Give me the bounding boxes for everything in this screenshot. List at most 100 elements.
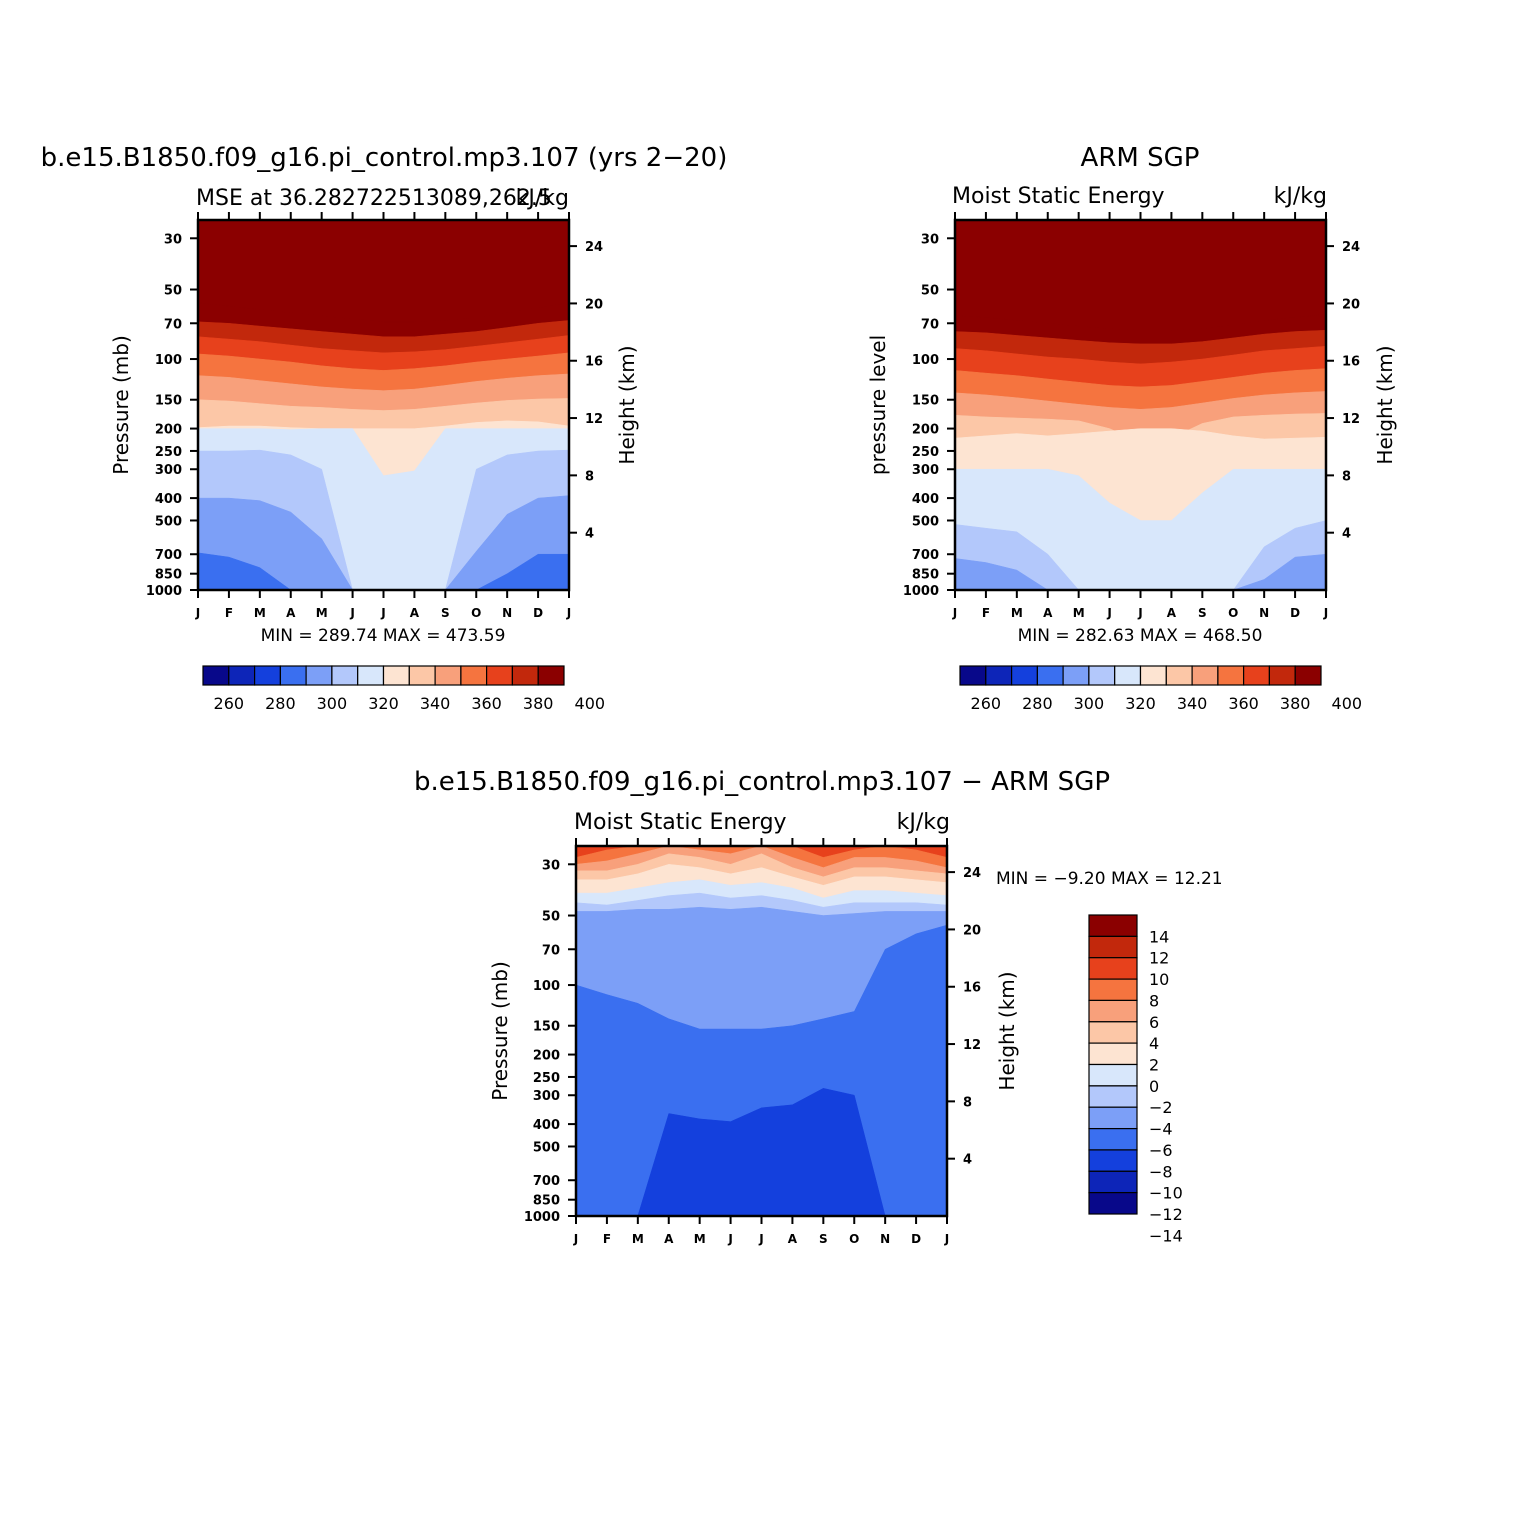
colorbar-swatch	[1242, 665, 1270, 686]
panel-diff-units: kJ/kg	[897, 810, 950, 835]
colorbar-label: 360	[471, 694, 502, 713]
x-tick-label: M	[1073, 606, 1085, 620]
panel-obs-ylabel-left: pressure level	[866, 335, 890, 475]
height-tick-label: 24	[963, 866, 981, 881]
colorbar-label: 4	[1149, 1034, 1159, 1053]
colorbar-label: 340	[1177, 694, 1208, 713]
colorbar-swatch	[1088, 1170, 1138, 1194]
x-tick-label: D	[1290, 606, 1300, 620]
colorbar-label: 10	[1149, 970, 1169, 989]
x-tick-label: A	[410, 606, 420, 620]
colorbar-swatch	[331, 665, 359, 686]
y-tick-label: 700	[533, 1174, 560, 1189]
colorbar-swatch	[1139, 665, 1167, 686]
colorbar-label: 280	[1022, 694, 1053, 713]
colorbar-swatch	[1088, 1127, 1138, 1151]
y-tick-label: 850	[533, 1194, 560, 1209]
colorbar-swatch	[1088, 1191, 1138, 1215]
colorbar-label: 380	[523, 694, 554, 713]
y-tick-label: 50	[164, 284, 182, 299]
x-tick-label: J	[727, 1232, 732, 1246]
x-tick-label: A	[1043, 606, 1053, 620]
colorbar-swatch	[228, 665, 256, 686]
y-tick-label: 400	[155, 492, 182, 507]
y-tick-label: 200	[533, 1049, 560, 1064]
height-tick-label: 8	[1342, 469, 1351, 484]
x-tick-label: J	[349, 606, 354, 620]
x-tick-label: F	[603, 1232, 611, 1246]
colorbar-swatch	[537, 665, 565, 686]
colorbar-swatch	[486, 665, 514, 686]
panel-diff-ylabel-right: Height (km)	[995, 971, 1019, 1090]
contour-band	[198, 552, 569, 590]
colorbar-swatch	[1088, 935, 1138, 959]
y-tick-label: 100	[912, 353, 939, 368]
colorbar-swatch	[985, 665, 1013, 686]
x-tick-label: D	[533, 606, 543, 620]
height-tick-label: 4	[585, 527, 594, 542]
height-tick-label: 12	[1342, 412, 1360, 427]
height-tick-label: 24	[1342, 240, 1360, 255]
x-tick-label: J	[1323, 606, 1328, 620]
colorbar-label: 2	[1149, 1056, 1159, 1075]
y-tick-label: 200	[155, 423, 182, 438]
panel-diff-minmax: MIN = −9.20 MAX = 12.21	[996, 869, 1223, 889]
x-tick-label: M	[316, 606, 328, 620]
colorbar-swatch	[460, 665, 488, 686]
panel-diff: b.e15.B1850.f09_g16.pi_control.mp3.107 −…	[414, 767, 1223, 1246]
height-tick-label: 4	[1342, 527, 1351, 542]
colorbar-swatch	[1294, 665, 1322, 686]
x-tick-label: N	[502, 606, 512, 620]
x-tick-label: D	[911, 1232, 921, 1246]
colorbar-swatch	[1088, 1021, 1138, 1044]
panel-obs-title: ARM SGP	[1081, 143, 1200, 173]
colorbar-label: 300	[1074, 694, 1105, 713]
height-tick-label: 8	[963, 1095, 972, 1110]
panel-obs-colorbar: 260 280 300 320 340 360 380 400	[959, 665, 1362, 713]
height-tick-label: 20	[585, 297, 603, 312]
panel-obs-subtitle: Moist Static Energy	[952, 184, 1165, 209]
colorbar-swatch	[434, 665, 462, 686]
x-tick-label: F	[225, 606, 233, 620]
colorbar-swatch	[202, 665, 230, 686]
colorbar-label: 360	[1228, 694, 1259, 713]
panel-model-ylabel-left: Pressure (mb)	[109, 335, 133, 475]
colorbar-swatch	[1088, 914, 1138, 937]
colorbar-label: 280	[265, 694, 296, 713]
colorbar-swatch	[511, 665, 539, 686]
colorbar-swatch	[1062, 665, 1090, 686]
colorbar-label: 320	[1125, 694, 1156, 713]
x-tick-label: S	[441, 606, 450, 620]
x-tick-label: O	[849, 1232, 859, 1246]
colorbar-label: −2	[1149, 1098, 1173, 1117]
y-tick-label: 30	[921, 232, 939, 247]
y-tick-label: 300	[912, 463, 939, 478]
panel-model-ylabel-right: Height (km)	[615, 345, 639, 464]
y-tick-label: 150	[155, 394, 182, 409]
colorbar-swatch	[382, 665, 410, 686]
colorbar-label: 8	[1149, 991, 1159, 1010]
panel-obs-minmax: MIN = 282.63 MAX = 468.50	[1018, 626, 1263, 646]
y-tick-label: 500	[155, 514, 182, 529]
y-tick-label: 1000	[524, 1210, 560, 1225]
colorbar-swatch	[1088, 1106, 1138, 1130]
colorbar-swatch	[1088, 957, 1138, 980]
height-tick-label: 16	[963, 981, 981, 996]
contour-band	[576, 1088, 947, 1216]
colorbar-label: 14	[1149, 927, 1169, 946]
height-tick-label: 4	[963, 1153, 972, 1168]
y-tick-label: 850	[912, 568, 939, 583]
colorbar-label: 12	[1149, 949, 1169, 968]
panel-model: b.e15.B1850.f09_g16.pi_control.mp3.107 (…	[41, 143, 728, 713]
colorbar-label: 380	[1280, 694, 1311, 713]
x-tick-label: J	[195, 606, 200, 620]
height-tick-label: 12	[585, 412, 603, 427]
x-tick-label: A	[788, 1232, 798, 1246]
x-tick-label: S	[819, 1232, 828, 1246]
colorbar-label: −14	[1149, 1226, 1183, 1245]
colorbar-label: 400	[575, 694, 606, 713]
height-tick-label: 20	[963, 923, 981, 938]
